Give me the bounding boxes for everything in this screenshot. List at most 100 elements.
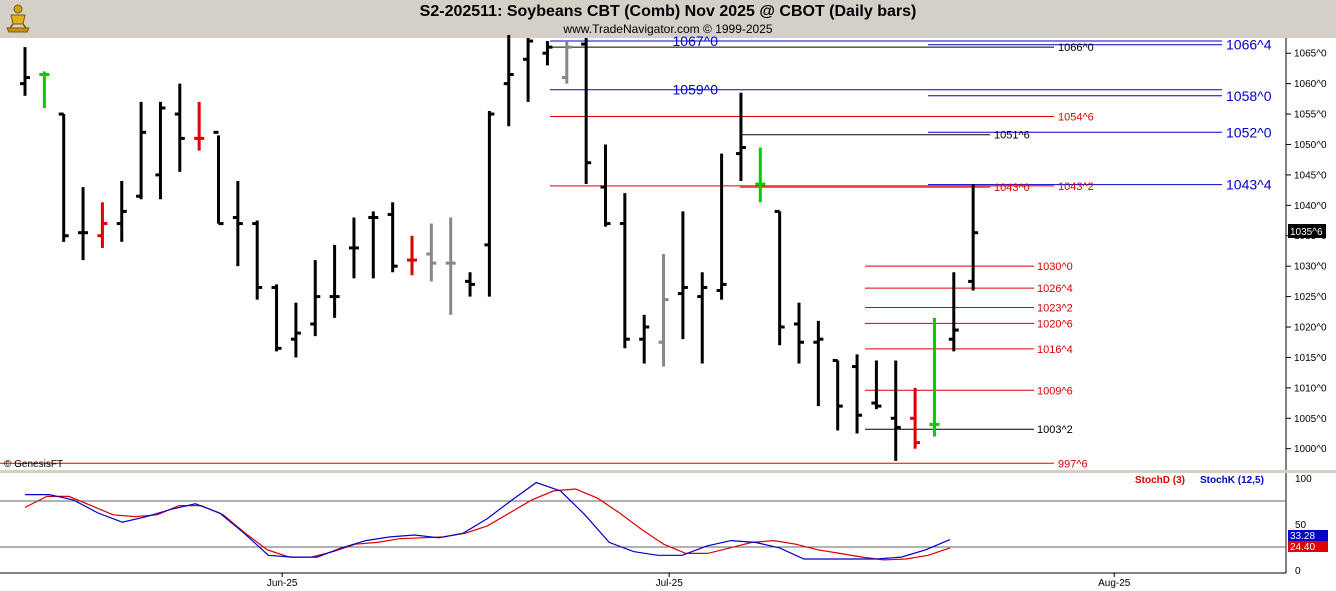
ohlc-bar	[755, 147, 766, 203]
chart-title: S2-202511: Soybeans CBT (Comb) Nov 2025 …	[419, 3, 917, 20]
title-bar	[0, 0, 1336, 38]
time-tick-label: Aug-25	[1098, 578, 1131, 589]
price-axis	[1286, 38, 1336, 470]
watermark: © GenesisFT	[4, 459, 63, 470]
level-label: 1058^0	[1226, 88, 1272, 104]
ohlc-bar	[97, 202, 108, 248]
price-tick-label: 1030^0	[1294, 262, 1327, 273]
stoch-d-legend: StochD (3)	[1135, 475, 1185, 486]
ohlc-bar	[368, 211, 379, 279]
price-tick-label: 1045^0	[1294, 170, 1327, 181]
ohlc-bar	[20, 47, 30, 96]
time-tick-label: Jun-25	[267, 578, 298, 589]
time-tick-label: Jul-25	[656, 578, 684, 589]
stoch-k-value: 33.28	[1290, 531, 1315, 542]
price-tick-label: 1010^0	[1294, 383, 1327, 394]
level-label: 1054^6	[1058, 111, 1094, 123]
ohlc-bar	[697, 272, 708, 364]
price-tick-label: 1055^0	[1294, 110, 1327, 121]
ohlc-bar	[174, 83, 185, 172]
stoch-series-line	[25, 481, 951, 560]
level-label: 997^6	[1058, 458, 1088, 470]
ohlc-bar	[794, 302, 804, 364]
price-tick-label: 1020^0	[1294, 323, 1327, 334]
level-label: 1052^0	[1226, 124, 1272, 140]
stoch-tick-label: 50	[1295, 520, 1307, 531]
level-label: 1043^0	[994, 182, 1030, 194]
ohlc-bar	[252, 220, 263, 300]
ohlc-bar	[658, 254, 669, 367]
ohlc-bar	[871, 360, 882, 410]
ohlc-bar	[581, 38, 592, 185]
ohlc-bar	[484, 111, 495, 297]
stoch-d-value-badge	[1288, 541, 1328, 552]
level-label: 1009^6	[1037, 385, 1073, 397]
ohlc-bar	[310, 260, 321, 337]
ohlc-bar	[735, 92, 746, 181]
level-label: 1016^4	[1037, 344, 1073, 356]
time-axis-ticks: Jun-25 Jul-25 Aug-25	[267, 573, 1131, 589]
ohlc-bar	[716, 153, 727, 300]
stoch-tick-label: 100	[1295, 474, 1312, 485]
level-label: 1043^2	[1058, 181, 1094, 193]
ohlc-bar	[619, 193, 630, 349]
last-price-label: 1035^6	[1290, 227, 1323, 238]
ohlc-bar	[542, 41, 553, 66]
ohlc-bar	[329, 244, 340, 318]
ohlc-bar	[39, 71, 50, 108]
ohlc-bar	[271, 284, 282, 352]
ohlc-bar	[968, 184, 979, 291]
ohlc-bar	[910, 387, 921, 449]
price-tick-label: 1000^0	[1294, 444, 1327, 455]
panel-divider	[0, 470, 1336, 473]
ohlc-bar	[639, 314, 650, 364]
ohlc-bar	[677, 211, 688, 340]
price-tick-label: 1040^0	[1294, 201, 1327, 212]
ohlc-bar	[774, 209, 785, 346]
last-price-badge	[1288, 224, 1326, 238]
price-tick-label: 1065^0	[1294, 49, 1327, 60]
level-label: 1023^2	[1037, 303, 1073, 315]
ohlc-bar	[813, 320, 824, 407]
level-label: 1066^0	[1058, 42, 1094, 54]
ohlc-bar	[445, 217, 456, 315]
support-resistance-lines: 1067^0 1066^4 1066^0 1059^0 1058^0 1054^6 1052…	[0, 33, 1272, 470]
stoch-tick-label: 0	[1295, 566, 1301, 577]
ohlc-bar	[561, 41, 572, 84]
ohlc-bar	[600, 144, 611, 227]
ohlc-bar	[890, 360, 901, 461]
stochastic-lines: 0 50 100	[0, 474, 1312, 577]
price-tick-label: 1060^0	[1294, 79, 1327, 90]
stoch-k-value-badge	[1288, 530, 1328, 541]
level-label: 1067^0	[673, 33, 719, 49]
ohlc-bar	[948, 272, 959, 352]
ohlc-bar	[852, 354, 863, 434]
ohlc-bar	[832, 358, 843, 431]
price-tick-label: 1050^0	[1294, 140, 1327, 151]
ohlc-bar	[116, 180, 127, 242]
ohlc-bar	[503, 34, 514, 127]
copyright-text: www.TradeNavigator.com © 1999-2025	[563, 22, 773, 36]
ohlc-bar	[523, 38, 534, 102]
level-label: 1043^4	[1226, 177, 1272, 193]
stoch-series-line	[24, 488, 951, 561]
ohlc-bar	[407, 235, 417, 276]
ohlc-bar	[78, 187, 89, 261]
trader-figure-logo-icon	[6, 4, 30, 33]
time-axis	[0, 573, 1336, 591]
ohlc-bar	[213, 130, 224, 226]
price-tick-label: 1015^0	[1294, 353, 1327, 364]
level-label: 1003^2	[1037, 424, 1073, 436]
ohlc-bar	[232, 180, 243, 267]
price-tick-label: 1025^0	[1294, 292, 1327, 303]
ohlc-bar	[194, 101, 205, 151]
ohlc-bar	[155, 101, 166, 200]
level-label: 1066^4	[1226, 37, 1272, 53]
price-panel	[0, 38, 1286, 470]
ohlc-bar	[929, 317, 940, 437]
ohlc-bar	[387, 202, 398, 273]
ohlc-bar	[58, 112, 69, 242]
level-label: 1030^0	[1037, 261, 1073, 273]
stoch-d-value: 24.40	[1290, 542, 1315, 553]
